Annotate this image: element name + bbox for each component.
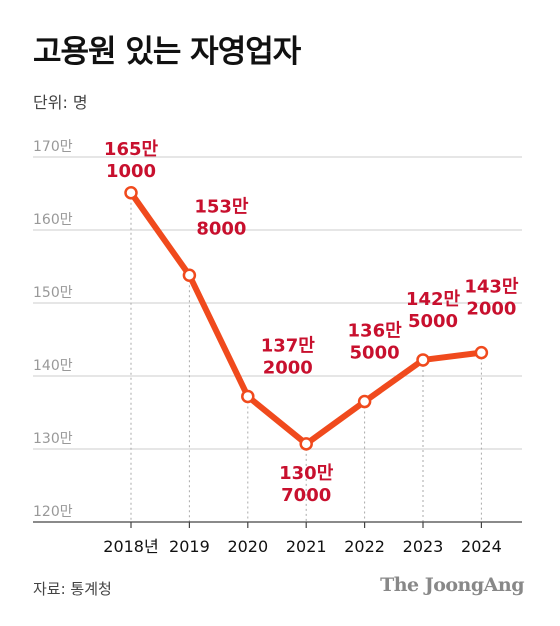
x-tick-label: 2022 xyxy=(344,537,385,556)
data-label: 5000 xyxy=(408,311,458,332)
data-point xyxy=(241,389,255,404)
x-tick-label: 2019 xyxy=(169,537,210,556)
data-label: 2000 xyxy=(466,299,516,320)
data-point xyxy=(474,345,489,360)
source-note: 자료: 통계청 xyxy=(33,580,112,598)
unit-label: 단위: 명 xyxy=(33,93,88,112)
data-point xyxy=(357,394,372,409)
data-label: 7000 xyxy=(281,485,331,506)
y-tick-label: 130만 xyxy=(33,431,73,447)
y-tick-label: 170만 xyxy=(33,139,73,155)
data-label: 143만 xyxy=(464,277,519,298)
x-tick-label: 2020 xyxy=(227,537,268,556)
chart-title: 고용원 있는 자영업자 xyxy=(33,34,301,70)
data-label: 165만 xyxy=(104,139,159,160)
data-label: 8000 xyxy=(196,218,246,239)
y-axis-tick-labels: 120만 130만 140만 150만 160만 170만 xyxy=(33,139,73,520)
vertical-drop-lines xyxy=(130,192,482,528)
data-labels: 165만1000153만8000137만2000130만7000136만5000… xyxy=(104,139,519,506)
y-tick-label: 140만 xyxy=(33,358,73,374)
y-tick-label: 160만 xyxy=(33,212,73,228)
data-label: 130만 xyxy=(279,463,334,484)
data-label: 136만 xyxy=(348,321,403,342)
data-point xyxy=(124,186,138,200)
x-tick-label: 2018년 xyxy=(103,537,158,556)
data-points xyxy=(124,186,489,451)
x-tick-label: 2021 xyxy=(286,537,327,556)
brand-logo: The JoongAng xyxy=(380,574,524,596)
data-label: 153만 xyxy=(194,196,249,217)
data-label: 2000 xyxy=(263,357,313,378)
data-point xyxy=(182,268,197,283)
x-tick-label: 2023 xyxy=(403,537,444,556)
data-label: 5000 xyxy=(350,343,400,364)
data-label: 142만 xyxy=(406,289,461,310)
data-label: 1000 xyxy=(106,161,156,182)
y-tick-label: 120만 xyxy=(33,504,73,520)
data-point xyxy=(299,437,313,451)
x-tick-label: 2024 xyxy=(461,537,502,556)
data-label: 137만 xyxy=(261,335,316,356)
data-point xyxy=(416,353,430,367)
gridlines xyxy=(33,156,522,450)
x-axis-tick-labels: 2018년 2019 2020 2021 2022 2023 2024 xyxy=(103,537,501,556)
y-tick-label: 150만 xyxy=(33,285,73,301)
